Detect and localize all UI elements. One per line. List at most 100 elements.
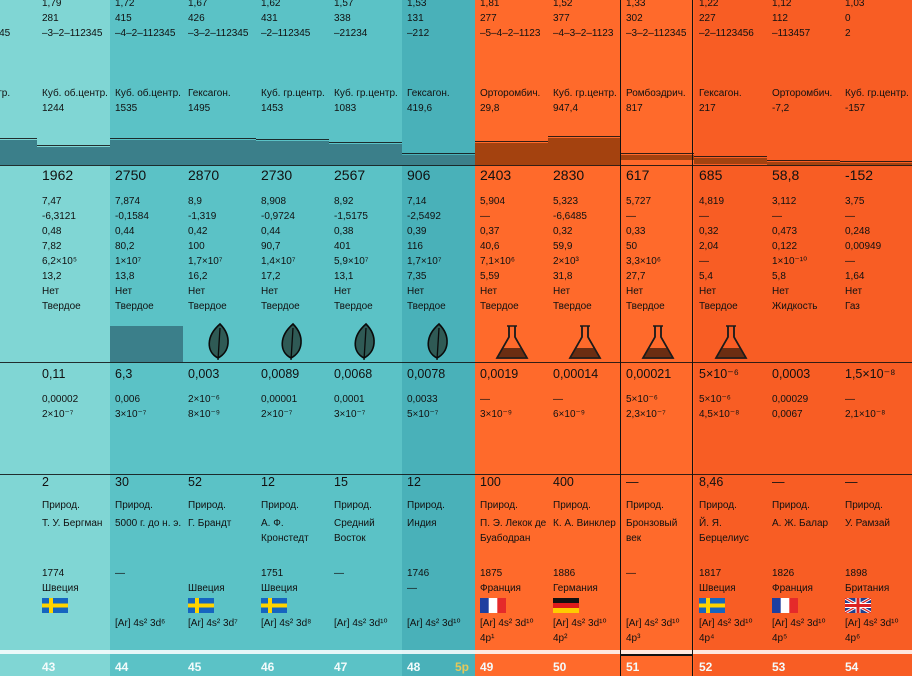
thermal-conductivity: 59,9 (553, 241, 573, 252)
atomic-number: 52 (699, 660, 713, 674)
ocean-abundance: 4,5×10⁻⁸ (699, 409, 740, 420)
electrical-conductivity: 1,7×10⁷ (188, 256, 223, 267)
element-column[interactable]: 1,33 302 –3–2–112345 Ромбоэдрич. 817 617 5,727… (621, 0, 694, 676)
oxidation-states: –2–1123456 (699, 28, 754, 39)
superconductivity: Нет (699, 286, 717, 297)
section-divider (767, 362, 840, 363)
element-column[interactable]: 1,03 0 2 Куб. гр.центр. -157 -152 3,75 — 0,248 0,… (840, 0, 912, 676)
oxidation-states: –4–3–2–1123 (553, 28, 614, 39)
molar-volume: 16,2 (188, 271, 208, 282)
element-column[interactable]: 1,52 377 –4–3–2–1123 Куб. гр.центр. 947,4 283… (548, 0, 621, 676)
flask-icon (495, 325, 529, 359)
crystal-structure: Куб. гр.центр. (845, 88, 909, 99)
oxidation-states: –112345 (0, 28, 11, 39)
discoverer-line2: Кронстедт (261, 533, 309, 544)
discovery-country: Германия (553, 583, 598, 594)
magnetic-susceptibility: -1,5175 (334, 211, 368, 222)
flask-icon (641, 325, 675, 359)
ocean-abundance: 3×10⁻⁷ (334, 409, 366, 420)
section-divider (548, 362, 621, 363)
electron-configuration: [Ar] 4s² 3d¹⁰ (772, 618, 826, 629)
magnetic-susceptibility: -1,319 (188, 211, 217, 222)
section-divider (548, 650, 621, 654)
ocean-abundance: 2,1×10⁻⁸ (845, 409, 886, 420)
magnetic-susceptibility: -6,3121 (42, 211, 76, 222)
density: 4,819 (699, 196, 725, 207)
boiling-point: 906 (407, 167, 431, 183)
boiling-point: 1962 (42, 167, 74, 183)
element-column[interactable]: 1,22 227 –2–1123456 Гексагон. 217 685 4,819 — 0,… (694, 0, 767, 676)
section-divider (256, 165, 329, 166)
element-column[interactable]: 1,67 426 –3–2–112345 Гексагон. 1495 2870 8,9 -1… (183, 0, 256, 676)
section-divider (110, 650, 183, 654)
universe-abundance: 0,11 (42, 367, 66, 381)
heat-capacity: 0,32 (553, 226, 573, 237)
section-divider (548, 136, 621, 137)
superconductivity: Нет (772, 286, 790, 297)
element-column[interactable]: 1,79 281 –3–2–112345 Куб. об.центр. 1244 1962… (37, 0, 110, 676)
atomic-radius: 1,33 (626, 0, 646, 9)
thermal-conductivity: 2,04 (699, 241, 719, 252)
boiling-point: 617 (626, 167, 650, 183)
leaf-icon (427, 322, 448, 361)
element-column[interactable]: 1,53 131 –212 Гексагон. 419,6 906 7,14 -2,5492 0… (402, 0, 475, 676)
element-column[interactable]: 1,81 277 –5–4–2–1123 Орторомбич. 29,8 2403 5,9… (475, 0, 548, 676)
atomic-number: 53 (772, 660, 786, 674)
density: 8,92 (334, 196, 354, 207)
crust-abundance: 0,0033 (407, 394, 438, 405)
oxidation-states: –21234 (334, 28, 368, 39)
section-divider (840, 474, 912, 475)
element-column[interactable]: 1,62 431 –2–112345 Куб. гр.центр. 1453 2730 8,… (256, 0, 329, 676)
electron-configuration-line2: 4p⁶ (845, 633, 861, 644)
heat-capacity: 0,48 (42, 226, 62, 237)
superconductivity: Нет (334, 286, 352, 297)
magnetic-susceptibility: — (699, 211, 709, 222)
melting-point: 1535 (115, 103, 138, 114)
section-divider (548, 165, 621, 166)
melting-point: 1495 (188, 103, 211, 114)
origin: Природ. (42, 500, 80, 511)
electron-configuration: [Ar] 4s² 3d¹⁰ (699, 618, 753, 629)
atomic-number: 50 (553, 660, 567, 674)
discovery-country: Британия (845, 583, 890, 594)
discovery-year: — (334, 568, 344, 579)
melting-bar (256, 141, 329, 165)
section-divider (621, 474, 694, 475)
discoverer: П. Э. Лекок де (480, 518, 547, 529)
melting-bar (621, 155, 694, 160)
leaf-icon (354, 322, 375, 361)
section-divider (0, 362, 40, 363)
origin: Природ. (407, 500, 445, 511)
atomic-radius: 1,22 (699, 0, 719, 9)
electrical-conductivity: 5,9×10⁷ (334, 256, 369, 267)
crystal-structure: Гексагон. (407, 88, 450, 99)
molar-volume: 17,2 (261, 271, 281, 282)
human-body-abundance: 12 (407, 475, 421, 489)
element-column[interactable]: 1,72 415 –4–2–112345 Куб. об.центр. 1535 2750… (110, 0, 183, 676)
discovery-year: — (626, 568, 636, 579)
section-divider (256, 139, 329, 140)
discoverer: А. Ф. (261, 518, 284, 529)
crust-abundance: 0,006 (115, 394, 141, 405)
section-divider (475, 650, 548, 654)
discoverer: 5000 г. до н. э. (115, 518, 182, 529)
melting-point: 1244 (42, 103, 65, 114)
electrical-conductivity: 1×10⁷ (115, 256, 142, 267)
ocean-abundance: 2×10⁻⁷ (261, 409, 293, 420)
section-divider (256, 362, 329, 363)
electrical-conductivity: 1×10⁻¹⁰ (772, 256, 808, 267)
human-body-abundance: 2 (42, 475, 49, 489)
ocean-abundance: 2×10⁻⁷ (42, 409, 74, 420)
element-column[interactable]: 1,57 338 –21234 Куб. гр.центр. 1083 2567 8,92 -… (329, 0, 402, 676)
heat-capacity: 0,39 (407, 226, 427, 237)
section-divider (475, 165, 548, 166)
electron-configuration: [Ar] 4s² 3d¹⁰ (407, 618, 461, 629)
ionization-energy: 377 (553, 13, 570, 24)
element-column[interactable]: –112345б.центр.32⁶пе457ирод.клен³d⁵ (0, 0, 40, 676)
phase: Газ (845, 301, 860, 312)
oxidation-states: –3–2–112345 (188, 28, 249, 39)
heat-capacity: 0,32 (699, 226, 719, 237)
crystal-structure: Куб. гр.центр. (553, 88, 617, 99)
element-column[interactable]: 1,12 112 –113457 Орторомбич. -7,2 58,8 3,112 — 0… (767, 0, 840, 676)
discoverer: Й. Я. (699, 518, 722, 529)
